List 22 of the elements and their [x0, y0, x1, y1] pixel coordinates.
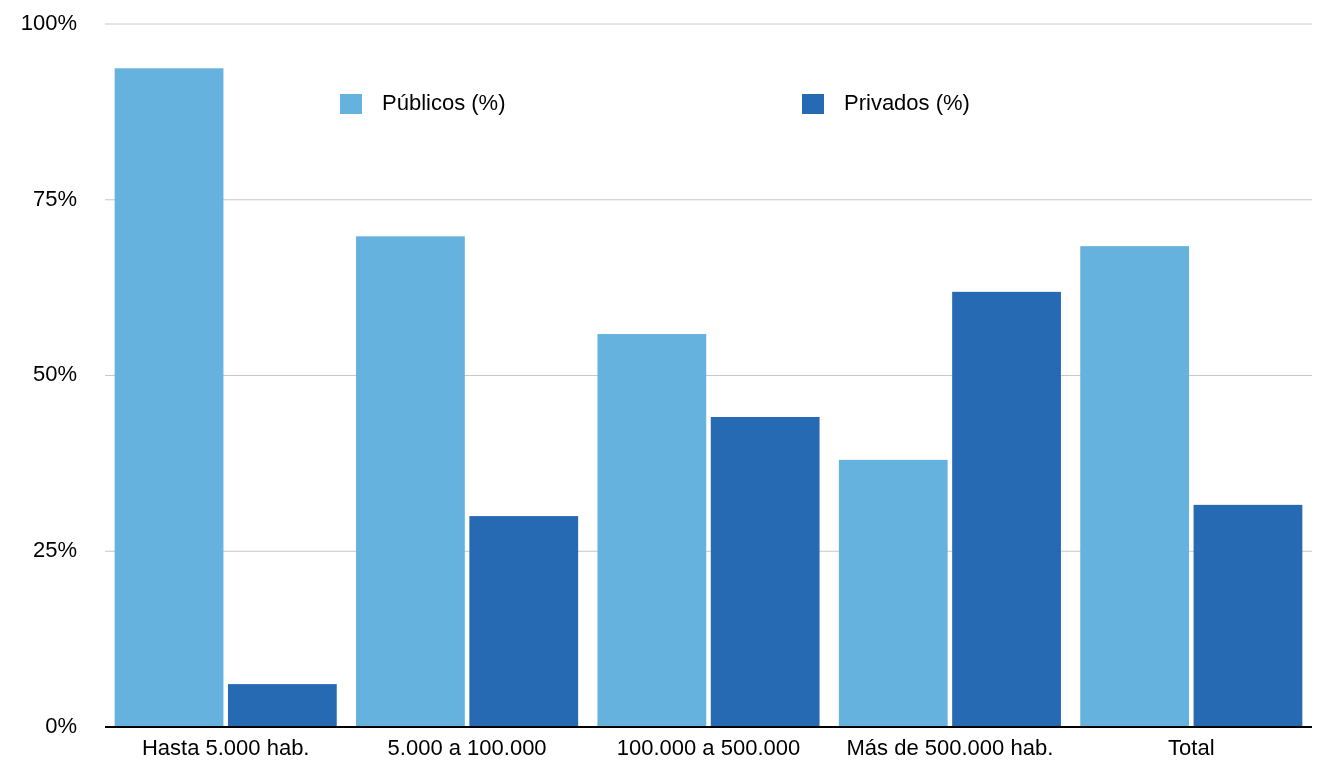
bar	[1193, 504, 1303, 727]
y-tick-label: 100%	[20, 9, 77, 35]
bar	[227, 684, 337, 727]
bar	[356, 236, 465, 727]
bar	[597, 334, 707, 727]
y-tick-label: 0%	[45, 712, 77, 738]
bar	[710, 416, 820, 727]
x-tick-label: Más de 500.000 hab.	[846, 735, 1054, 760]
legend-label: Privados (%)	[844, 89, 970, 115]
x-tick-label: Total	[1168, 735, 1215, 760]
bar	[838, 459, 948, 727]
x-tick-label: Hasta 5.000 hab.	[141, 735, 310, 760]
x-tick-label: 100.000 a 500.000	[616, 735, 801, 760]
y-tick-label: 25%	[32, 537, 77, 563]
x-tick-label: 5.000 a 100.000	[387, 735, 547, 760]
bar	[952, 291, 1061, 727]
bar	[469, 516, 579, 727]
bar	[1080, 246, 1190, 727]
y-tick-label: 50%	[32, 361, 77, 387]
legend-label: Públicos (%)	[382, 89, 506, 115]
y-tick-label: 75%	[32, 185, 77, 211]
bar	[114, 68, 224, 727]
